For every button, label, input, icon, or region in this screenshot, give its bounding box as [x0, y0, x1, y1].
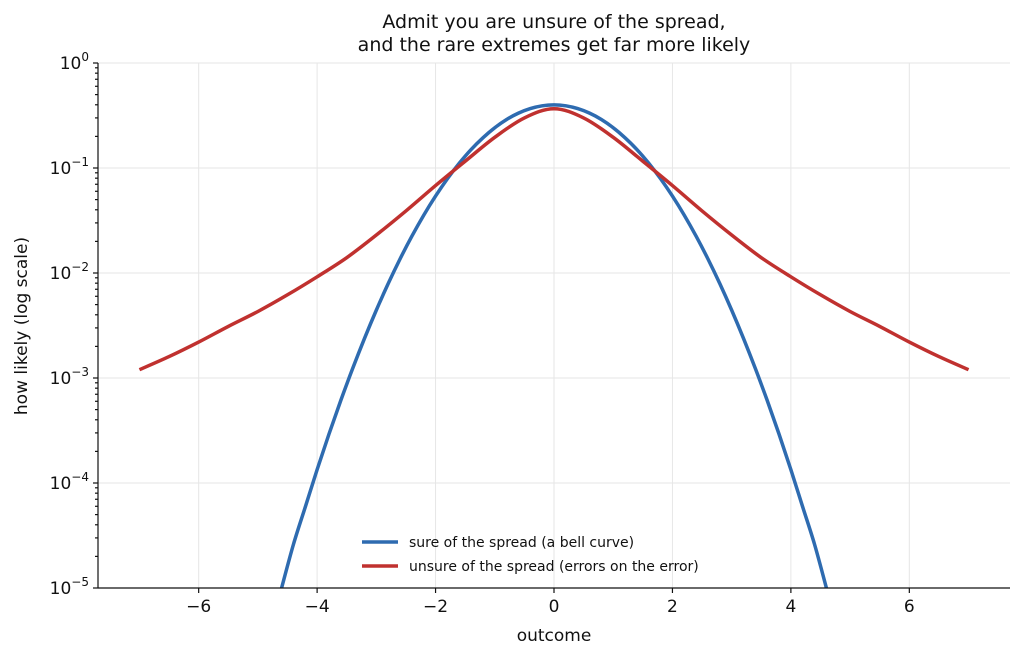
title-line-2: and the rare extremes get far more likel…	[358, 34, 751, 56]
x-tick-label: 0	[549, 597, 560, 617]
series-line-unsure	[138, 106, 970, 372]
x-tick-label: 6	[904, 597, 915, 617]
series-lines	[138, 103, 970, 589]
x-tick-label: −2	[423, 597, 448, 617]
y-tick-label: 10−1	[50, 155, 89, 179]
y-tick-label: 10−3	[50, 365, 89, 389]
x-tick-label: −6	[186, 597, 211, 617]
y-tick-label: 10−5	[50, 575, 89, 599]
x-tick-label: 4	[785, 597, 796, 617]
x-ticks: −6 −4 −2 0 2 4 6	[186, 588, 915, 617]
y-tick-label: 10−2	[50, 260, 89, 284]
y-axis-label: how likely (log scale)	[12, 237, 32, 415]
series-line-sure	[279, 103, 829, 589]
grid	[98, 62, 1010, 589]
y-tick-label: 100	[60, 50, 89, 74]
legend-label-unsure: unsure of the spread (errors on the erro…	[409, 559, 699, 575]
chart-title: Admit you are unsure of the spread, and …	[358, 11, 751, 56]
x-tick-label: 2	[667, 597, 678, 617]
legend: sure of the spread (a bell curve) unsure…	[362, 535, 699, 575]
x-tick-label: −4	[305, 597, 330, 617]
x-axis-label: outcome	[517, 626, 592, 646]
title-line-1: Admit you are unsure of the spread,	[382, 11, 725, 33]
y-tick-label: 10−4	[50, 470, 89, 494]
y-ticks: 10−5 10−4 10−3 10−2 10−1 100	[50, 50, 98, 599]
legend-label-sure: sure of the spread (a bell curve)	[409, 535, 634, 551]
